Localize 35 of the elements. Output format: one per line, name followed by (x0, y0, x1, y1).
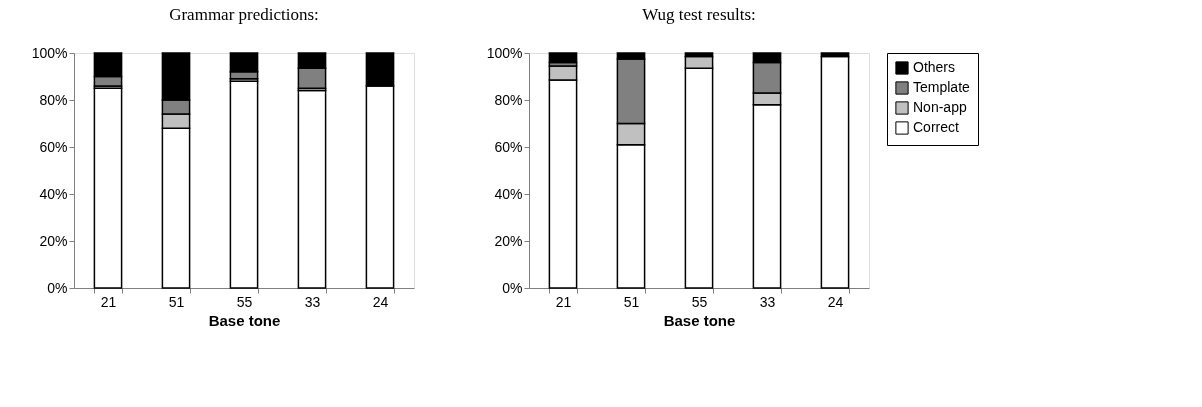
x-tick-label: 51 (168, 293, 185, 310)
y-tick-label: 40% (39, 185, 68, 202)
y-tick-label: 100% (486, 44, 523, 61)
legend-label: Non-app (913, 99, 967, 115)
bar (297, 89, 327, 289)
chart-title: Grammar predictions: (169, 5, 319, 24)
y-tick-label: 100% (31, 44, 68, 61)
x-tick-label: 55 (691, 293, 708, 310)
x-axis-title: Base tone (208, 311, 281, 329)
x-tick-label: 55 (236, 293, 253, 310)
x-tick-label: 24 (372, 293, 389, 310)
bar (820, 55, 850, 289)
y-tick-label: 60% (494, 138, 523, 155)
x-tick-label: 33 (759, 293, 776, 310)
bar (93, 87, 123, 289)
y-tick-label: 0% (47, 279, 68, 296)
y-tick-label: 40% (494, 185, 523, 202)
x-axis-title: Base tone (663, 311, 736, 329)
chart-title: Wug test results: (642, 5, 756, 24)
legend-label: Others (913, 59, 956, 75)
y-tick-label: 80% (39, 91, 68, 108)
x-tick-label: 21 (100, 293, 117, 310)
y-tick-label: 80% (494, 91, 523, 108)
legend-label: Correct (913, 119, 960, 135)
y-tick-label: 60% (39, 138, 68, 155)
legend-label: Template (913, 79, 971, 95)
x-tick-label: 24 (827, 293, 844, 310)
y-tick-label: 20% (494, 232, 523, 249)
x-tick-label: 51 (623, 293, 640, 310)
y-tick-label: 20% (39, 232, 68, 249)
bar (548, 52, 578, 64)
bar (229, 80, 259, 289)
x-tick-label: 33 (304, 293, 321, 310)
y-tick-label: 0% (502, 279, 523, 296)
x-tick-label: 21 (555, 293, 572, 310)
